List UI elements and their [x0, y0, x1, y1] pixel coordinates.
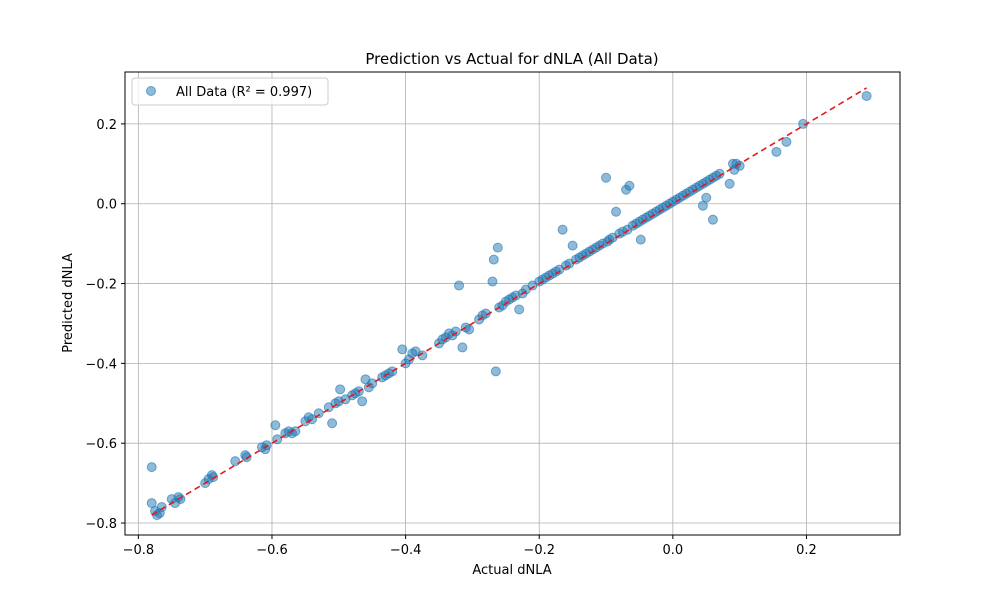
data-point	[567, 240, 578, 251]
legend-label: All Data (R² = 0.997)	[176, 85, 312, 100]
y-tick-label: −0.2	[85, 278, 117, 293]
data-point	[156, 502, 167, 513]
data-point	[208, 472, 219, 483]
data-point	[707, 214, 718, 225]
x-axis-ticks: −0.8 −0.6 −0.4 −0.2 0.0 0.2	[123, 535, 817, 558]
y-tick-label: −0.6	[85, 437, 117, 452]
data-point	[335, 384, 346, 395]
data-point	[771, 146, 782, 157]
data-point	[697, 200, 708, 211]
plot-frame	[124, 71, 901, 536]
reference-line	[151, 87, 868, 516]
y-tick-label: −0.4	[85, 357, 117, 372]
data-point	[270, 420, 281, 431]
data-point	[601, 172, 612, 183]
data-point	[457, 342, 468, 353]
data-point	[450, 326, 461, 337]
y-axis-label: Predicted dNLA	[61, 253, 76, 353]
data-point	[357, 396, 368, 407]
data-point	[514, 304, 525, 315]
data-point	[487, 276, 498, 287]
data-point	[734, 160, 745, 171]
chart-title: Prediction vs Actual for dNLA (All Data)	[365, 50, 658, 68]
legend-marker	[146, 86, 156, 96]
x-tick-label: 0.0	[663, 543, 684, 558]
data-point	[313, 408, 324, 419]
data-point	[230, 456, 241, 467]
x-tick-label: 0.2	[796, 543, 817, 558]
data-point	[557, 224, 568, 235]
data-point	[492, 242, 503, 253]
identity-line	[151, 87, 868, 516]
data-point	[397, 344, 408, 355]
data-point	[611, 206, 622, 217]
legend: All Data (R² = 0.997)	[131, 77, 329, 106]
data-point	[861, 90, 872, 101]
x-tick-label: −0.4	[390, 543, 422, 558]
x-tick-label: −0.2	[523, 543, 555, 558]
y-tick-label: −0.8	[85, 517, 117, 532]
legend-box	[131, 77, 329, 106]
y-axis-ticks: −0.8 −0.6 −0.4 −0.2 0.0 0.2	[85, 118, 125, 532]
x-tick-label: −0.6	[256, 543, 288, 558]
data-point	[367, 378, 378, 389]
data-point	[624, 180, 635, 191]
data-point	[464, 324, 475, 335]
x-tick-label: −0.8	[123, 543, 155, 558]
data-point	[454, 280, 465, 291]
y-tick-label: 0.2	[96, 118, 117, 133]
data-point	[724, 178, 735, 189]
data-point	[327, 418, 338, 429]
y-tick-label: 0.0	[96, 198, 117, 213]
data-point	[241, 452, 252, 463]
grid	[125, 72, 900, 535]
x-axis-label: Actual dNLA	[472, 563, 551, 578]
data-point	[490, 366, 501, 377]
data-point	[714, 168, 725, 179]
data-point	[146, 462, 157, 473]
data-point	[781, 136, 792, 147]
data-point	[635, 234, 646, 245]
data-point	[488, 254, 499, 265]
